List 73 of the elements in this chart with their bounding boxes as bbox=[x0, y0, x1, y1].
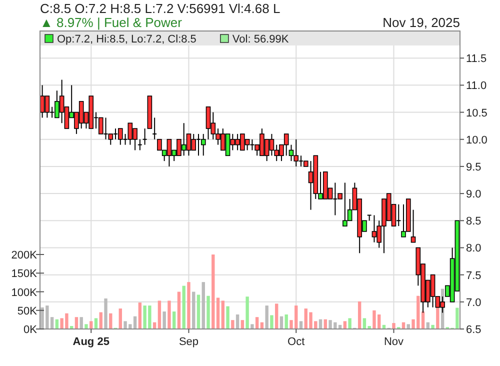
bar bbox=[358, 301, 362, 329]
bar bbox=[231, 320, 234, 329]
bar bbox=[206, 296, 210, 329]
y-tick-label: 8.5 bbox=[466, 216, 482, 228]
y-tick-label: 9.0 bbox=[466, 188, 482, 201]
bar bbox=[118, 308, 122, 329]
bar bbox=[246, 296, 249, 329]
y-tick-label: 8.0 bbox=[466, 242, 482, 255]
bar bbox=[182, 286, 186, 329]
y2-tick-label: 150K bbox=[11, 268, 38, 280]
x-tick-label: Aug 25 bbox=[72, 336, 110, 348]
candlestick bbox=[152, 117, 158, 140]
bar bbox=[250, 324, 254, 329]
bar bbox=[212, 254, 215, 329]
bar bbox=[348, 318, 352, 329]
bar bbox=[236, 314, 240, 329]
x-tick-label: Nov bbox=[384, 336, 404, 348]
candlestick bbox=[137, 138, 142, 151]
candlestick bbox=[142, 128, 148, 146]
y-tick-label: 6.5 bbox=[466, 324, 482, 336]
y2-tick-label: 0K bbox=[24, 324, 38, 336]
bar bbox=[99, 312, 102, 329]
y2-tick-label: 100K bbox=[11, 286, 38, 299]
candlestick bbox=[200, 133, 206, 156]
bar bbox=[202, 282, 205, 329]
bar bbox=[265, 306, 268, 329]
y-tick-label: 9.5 bbox=[466, 161, 482, 174]
candlestick bbox=[366, 214, 372, 222]
bar bbox=[392, 323, 396, 329]
bar bbox=[138, 302, 142, 329]
chart-subtitle: ▲ 8.97% | Fuel & Power bbox=[40, 15, 183, 30]
candlestick bbox=[410, 209, 416, 243]
bar bbox=[284, 314, 288, 329]
bar bbox=[221, 300, 225, 329]
candlestick bbox=[44, 96, 50, 118]
text: Nov 19, 2025 bbox=[382, 15, 460, 30]
bar bbox=[84, 324, 88, 329]
chart-title: C:8.5 O:7.2 H:8.5 L:7.2 V:56991 Vl:4.68 L bbox=[40, 1, 280, 16]
legend-label: Op:7.2, Hi:8.5, Lo:7.2, Cl:8.5 bbox=[57, 34, 196, 46]
bar bbox=[270, 315, 274, 329]
y-tick-label: 7.0 bbox=[466, 296, 482, 309]
y2-tick-label: 50K bbox=[17, 305, 38, 318]
bar bbox=[162, 311, 166, 329]
bar bbox=[80, 317, 83, 329]
bar bbox=[343, 321, 347, 329]
y-tick-label: 10.5 bbox=[466, 107, 488, 120]
y2-tick-label: 200K bbox=[11, 250, 38, 262]
bar bbox=[436, 307, 440, 329]
bar bbox=[168, 300, 171, 329]
x-tick-label: Sep bbox=[178, 336, 199, 348]
y-tick-label: 7.5 bbox=[466, 270, 482, 282]
bar bbox=[172, 311, 176, 329]
bar bbox=[109, 313, 112, 329]
bar bbox=[216, 298, 220, 329]
y-tick-label: 11.5 bbox=[466, 53, 487, 66]
bar bbox=[177, 292, 181, 329]
y-tick-label: 11.0 bbox=[466, 80, 487, 92]
bar bbox=[74, 317, 78, 329]
bar bbox=[226, 306, 230, 329]
x-tick-label: Oct bbox=[288, 336, 305, 348]
bar bbox=[196, 294, 200, 329]
bar bbox=[158, 300, 162, 329]
bar bbox=[94, 318, 98, 329]
bar bbox=[431, 324, 434, 329]
legend-label: Vol: 56.99K bbox=[232, 34, 290, 46]
bar bbox=[90, 321, 93, 329]
bar bbox=[274, 304, 278, 329]
bar bbox=[299, 321, 303, 329]
y-tick-label: 10.0 bbox=[466, 134, 488, 146]
bar bbox=[192, 292, 196, 329]
bar bbox=[104, 298, 108, 329]
bar bbox=[255, 317, 259, 329]
bar bbox=[187, 282, 190, 329]
